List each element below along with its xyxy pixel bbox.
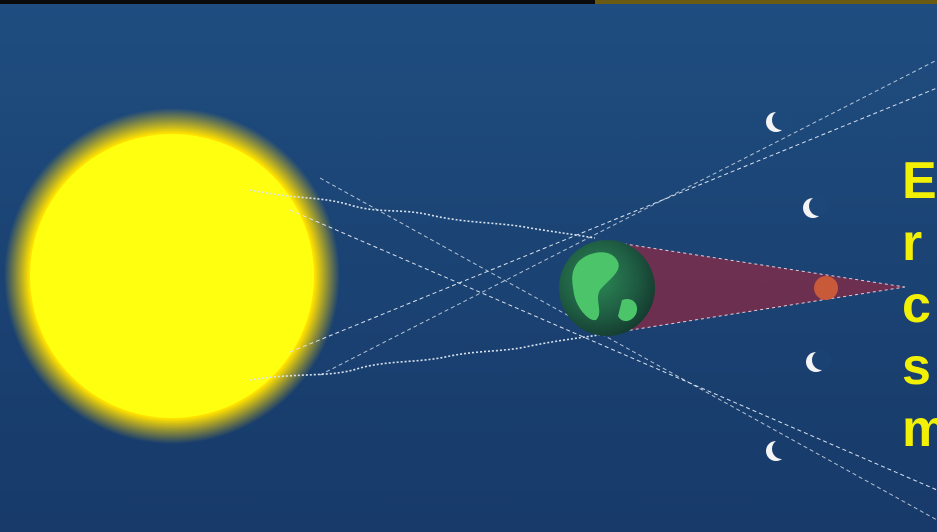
penumbra-ray-2 — [289, 87, 937, 353]
light-ray-upper — [249, 189, 596, 239]
caption-line: m — [902, 400, 937, 458]
caption-text: E r c s m — [902, 150, 937, 460]
earth-continents-2 — [618, 298, 638, 322]
umbra-edge-lower — [611, 286, 906, 334]
caption-line: r — [902, 214, 923, 272]
caption-line: E — [902, 152, 937, 210]
penumbra-ray-4 — [319, 59, 937, 376]
top-bar-gold — [595, 0, 937, 4]
umbra-edge-upper — [611, 241, 906, 288]
moon-crescent — [806, 350, 832, 372]
top-bar-dark — [0, 0, 595, 4]
caption-line: c — [902, 276, 931, 334]
moon-crescent — [766, 439, 792, 461]
sun — [30, 134, 314, 418]
moon-eclipsed — [814, 276, 838, 300]
penumbra-ray-1 — [289, 209, 937, 491]
earth-continents — [572, 252, 619, 321]
caption-line: s — [902, 338, 931, 396]
light-ray-lower — [249, 333, 606, 381]
penumbra-ray-3 — [319, 177, 937, 521]
moon-crescent — [766, 110, 792, 132]
moon-crescent — [803, 196, 829, 218]
umbra-shadow — [612, 242, 905, 333]
